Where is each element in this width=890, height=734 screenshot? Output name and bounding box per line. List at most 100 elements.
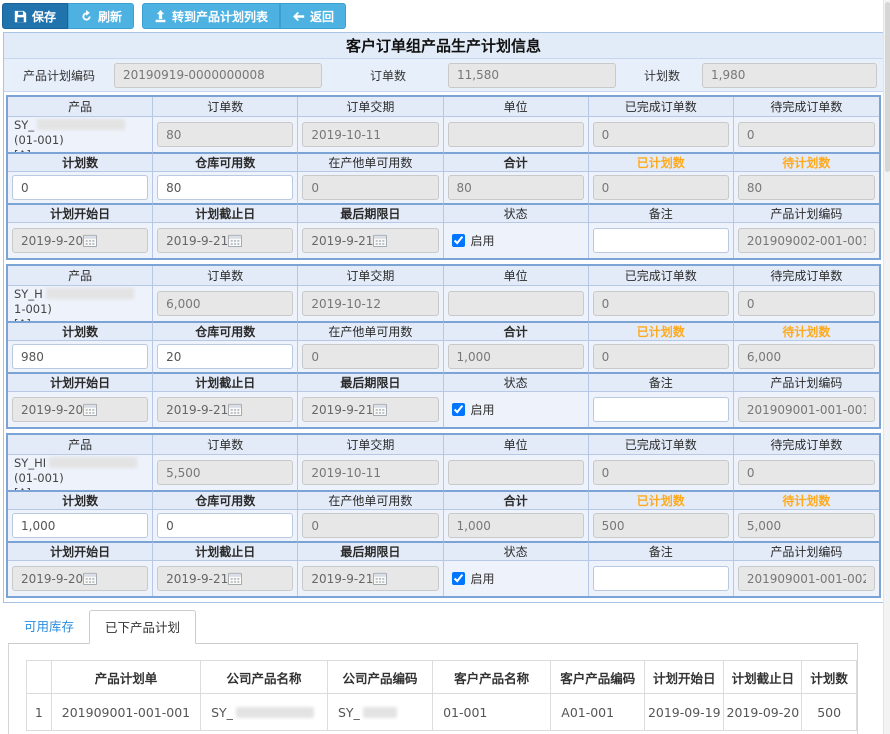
calendar-icon <box>228 403 243 416</box>
unplanned-qty-input <box>737 344 875 369</box>
header-warehouse-available: 仓库可用数 <box>153 152 299 172</box>
remark-input[interactable] <box>592 566 729 591</box>
refresh-button[interactable]: 刷新 <box>68 3 135 29</box>
header-order-due: 订单交期 <box>298 435 444 455</box>
total-input <box>447 175 584 200</box>
plan-qty-input[interactable] <box>12 175 149 200</box>
company-product-code-cell: SY_ <box>326 693 434 731</box>
deadline-date-picker[interactable]: 2019-9-21 <box>302 566 439 591</box>
tab-available-inventory[interactable]: 可用库存 <box>24 619 75 634</box>
plan-start-date-picker[interactable]: 2019-9-20 <box>12 397 149 422</box>
enable-label: 启用 <box>470 572 495 586</box>
other-wip-available-input <box>302 344 439 369</box>
deadline-date-picker[interactable]: 2019-9-21 <box>302 228 439 253</box>
plan-code-cell: 201909001-001-001 <box>50 693 202 731</box>
enable-checkbox[interactable] <box>451 403 465 416</box>
plan-qty-input[interactable] <box>12 344 149 369</box>
redacted-text <box>45 288 134 299</box>
table-row[interactable]: 1 201909001-001-001 SY_ SY_ 01-001 A01-0… <box>26 693 857 731</box>
summary-row: 产品计划编码 订单数 计划数 <box>4 59 883 92</box>
planned-qty-input <box>592 513 729 538</box>
plan-code-input <box>737 228 875 253</box>
calendar-icon <box>83 234 98 247</box>
header-warehouse-available: 仓库可用数 <box>153 321 299 341</box>
enable-checkbox[interactable] <box>451 572 465 585</box>
deadline-date-picker[interactable]: 2019-9-21 <box>302 397 439 422</box>
plan-end-cell: 2019-09-20 <box>723 693 803 731</box>
header-pending-qty: 待完成订单数 <box>733 435 879 455</box>
warehouse-available-input[interactable] <box>157 513 294 538</box>
header-other-wip-available: 在产他单可用数 <box>298 490 444 510</box>
plan-qty-input[interactable] <box>12 513 149 538</box>
page-title: 客户订单组产品生产计划信息 <box>4 33 883 59</box>
enable-checkbox[interactable] <box>451 234 465 247</box>
remark-input[interactable] <box>592 228 729 253</box>
header-planned-qty: 已计划数 <box>588 490 734 510</box>
order-qty-input <box>157 122 294 147</box>
other-wip-available-input <box>302 175 439 200</box>
plan-end-date-picker[interactable]: 2019-9-21 <box>157 397 294 422</box>
goto-plan-list-label: 转到产品计划列表 <box>172 9 269 24</box>
header-deadline: 最后期限日 <box>298 372 444 392</box>
product-name: SY_(01-001) [A] <box>8 117 154 162</box>
customer-product-code-cell: A01-001 <box>550 693 646 731</box>
header-pending-qty: 待完成订单数 <box>733 97 879 117</box>
header-plan-start: 计划开始日 <box>8 541 154 561</box>
header-plan-start: 计划开始日 <box>8 372 154 392</box>
scrollbar-thumb[interactable] <box>885 2 890 172</box>
header-status: 状态 <box>443 203 589 223</box>
left-arrow-icon <box>292 10 305 23</box>
header-other-wip-available: 在产他单可用数 <box>298 152 444 172</box>
header-deadline: 最后期限日 <box>298 541 444 561</box>
plan-end-date-picker[interactable]: 2019-9-21 <box>157 566 294 591</box>
tab-panel: 产品计划单 公司产品名称 公司产品编码 客户产品名称 客户产品编码 计划开始日 … <box>8 644 858 734</box>
header-status: 状态 <box>443 372 589 392</box>
header-order-qty: 订单数 <box>153 97 299 117</box>
pending-qty-input <box>737 460 875 485</box>
header-plan-end: 计划截止日 <box>153 541 299 561</box>
remark-input[interactable] <box>592 397 729 422</box>
tab-bar: 可用库存 已下产品计划 <box>8 610 858 644</box>
header-planned-qty: 已计划数 <box>588 152 734 172</box>
header-other-wip-available: 在产他单可用数 <box>298 321 444 341</box>
completed-qty-input <box>592 460 729 485</box>
plan-end-date-picker[interactable]: 2019-9-21 <box>157 228 294 253</box>
plan-start-cell: 2019-09-19 <box>644 693 725 731</box>
header-planned-qty: 已计划数 <box>588 321 734 341</box>
plan-code-input <box>737 566 875 591</box>
header-plan-qty: 计划数 <box>8 321 154 341</box>
goto-plan-list-button[interactable]: 转到产品计划列表 <box>142 3 281 29</box>
header-product: 产品 <box>8 435 154 455</box>
toolbar: 保存 刷新 转到产品计划列表 返回 <box>0 0 890 32</box>
plan-qty-cell: 500 <box>801 693 857 731</box>
tab-placed-product-plans[interactable]: 已下产品计划 <box>89 610 197 644</box>
warehouse-available-input[interactable] <box>157 344 294 369</box>
calendar-icon <box>373 572 388 585</box>
order-qty-input <box>157 460 294 485</box>
pending-qty-input <box>737 122 875 147</box>
total-input <box>447 344 584 369</box>
header-plan-end: 计划截止日 <box>153 372 299 392</box>
header-plan-code: 产品计划编码 <box>733 541 879 561</box>
col-row-number <box>26 660 52 694</box>
warehouse-available-input[interactable] <box>157 175 294 200</box>
header-unplanned-qty: 待计划数 <box>733 321 879 341</box>
vertical-scrollbar[interactable] <box>883 0 890 734</box>
save-button[interactable]: 保存 <box>2 3 69 29</box>
placed-plans-table: 产品计划单 公司产品名称 公司产品编码 客户产品名称 客户产品编码 计划开始日 … <box>26 660 857 731</box>
summary-plan-qty-input <box>702 62 877 88</box>
row-number-cell: 1 <box>26 693 52 731</box>
plan-start-date-picker[interactable]: 2019-9-20 <box>12 228 149 253</box>
plan-start-date-picker[interactable]: 2019-9-20 <box>12 566 149 591</box>
redacted-text <box>37 119 126 130</box>
header-product: 产品 <box>8 266 154 286</box>
other-wip-available-input <box>302 513 439 538</box>
back-button[interactable]: 返回 <box>280 3 347 29</box>
upload-arrow-icon <box>154 9 167 23</box>
order-qty-input <box>157 291 294 316</box>
save-label: 保存 <box>32 9 57 24</box>
unplanned-qty-input <box>737 175 875 200</box>
header-pending-qty: 待完成订单数 <box>733 266 879 286</box>
header-plan-code: 产品计划编码 <box>733 203 879 223</box>
order-due-input <box>302 460 439 485</box>
